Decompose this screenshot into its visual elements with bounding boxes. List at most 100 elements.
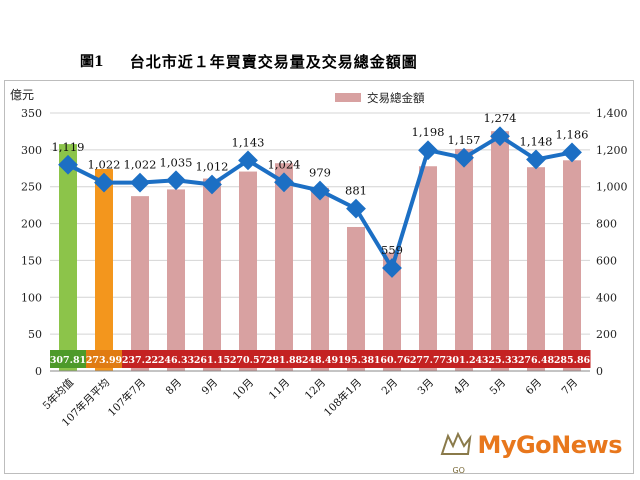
line-marker (418, 140, 438, 161)
logo-tag: GO (452, 466, 465, 475)
y-axis-label: 億元 (10, 88, 34, 102)
bar-value-label: 281.88 (266, 355, 303, 366)
bar (311, 187, 329, 371)
value-band-cell (86, 350, 123, 368)
value-band-cell (302, 350, 339, 368)
bar (383, 252, 401, 371)
figure-title-row: 圖1 台北市近１年買賣交易量及交易總金額圖 (80, 50, 418, 72)
line-marker (454, 147, 474, 168)
line-marker (238, 150, 258, 171)
bar-value-label: 285.86 (554, 355, 591, 366)
y-tick-label: 350 (21, 107, 42, 120)
line-value-label: 1,198 (412, 125, 445, 139)
y-tick-label: 0 (35, 365, 42, 378)
y2-tick-label: 1,400 (596, 107, 628, 120)
bar-value-label: 248.49 (302, 355, 339, 366)
y-tick-label: 250 (21, 181, 42, 194)
y2-tick-label: 0 (596, 365, 603, 378)
bar-value-label: 160.76 (374, 355, 411, 366)
bar (419, 166, 437, 371)
value-band-cell (518, 350, 555, 368)
y-tick-label: 50 (28, 328, 42, 341)
y-tick-label: 100 (21, 291, 42, 304)
y-tick-label: 300 (21, 144, 42, 157)
x-tick-label: 5月 (487, 377, 508, 398)
bar (563, 160, 581, 371)
line-value-label: 1,274 (484, 111, 517, 125)
bar-value-label: 307.81 (50, 355, 86, 366)
bar-value-label: 246.33 (158, 355, 194, 366)
bar-value-label: 195.38 (338, 355, 375, 366)
value-band-cell (266, 350, 303, 368)
line-value-label: 1,022 (124, 158, 157, 172)
line-marker (94, 172, 114, 193)
value-band-cell (158, 350, 195, 368)
logo-wordmark: MyGoNews (477, 431, 622, 459)
bar-value-label: 261.15 (194, 355, 230, 366)
bar-value-label: 270.57 (230, 355, 266, 366)
line-marker (310, 180, 330, 201)
bar (131, 196, 149, 371)
bar-value-label: 237.22 (122, 355, 158, 366)
value-band-cell (338, 350, 375, 368)
bar (455, 148, 473, 371)
y2-tick-label: 800 (596, 218, 617, 231)
line-marker (166, 170, 186, 191)
line-value-label: 1,148 (520, 134, 553, 148)
x-tick-label: 5年均值 (40, 376, 77, 413)
brand-logo: GO MyGoNews (439, 428, 622, 475)
y-tick-label: 150 (21, 254, 42, 267)
bar-value-label: 325.33 (482, 355, 518, 366)
value-band-cell (122, 350, 159, 368)
x-tick-label: 7月 (559, 377, 580, 398)
x-tick-label: 8月 (163, 377, 184, 398)
line-marker (562, 142, 582, 163)
value-band-cell (374, 350, 411, 368)
value-band-cell (446, 350, 483, 368)
x-tick-label: 11月 (267, 377, 292, 402)
value-band-cell (410, 350, 447, 368)
x-tick-label: 107年7月 (105, 376, 148, 419)
line-value-label: 1,157 (448, 133, 481, 147)
line-marker (490, 126, 510, 147)
bar (275, 163, 293, 371)
line-marker (274, 172, 294, 193)
y2-tick-label: 600 (596, 254, 617, 267)
line-value-label: 979 (309, 166, 331, 180)
x-tick-label: 12月 (303, 377, 328, 402)
x-tick-label: 9月 (199, 377, 220, 398)
x-tick-label: 6月 (523, 377, 544, 398)
value-band-cell (482, 350, 519, 368)
bar (167, 189, 185, 371)
x-tick-label: 10月 (231, 377, 256, 402)
x-tick-label: 4月 (451, 377, 472, 398)
bar-value-label: 273.99 (86, 355, 123, 366)
figure-number: 圖1 (80, 54, 104, 70)
logo-mark-icon (441, 431, 472, 455)
line-value-label: 1,024 (268, 157, 301, 171)
bar-value-label: 277.77 (410, 355, 446, 366)
value-band-cell (50, 350, 87, 368)
line-value-label: 559 (381, 243, 403, 257)
bar (59, 144, 77, 371)
y2-tick-label: 200 (596, 328, 617, 341)
line-value-label: 1,022 (88, 158, 121, 172)
bar (239, 171, 257, 371)
x-tick-label: 2月 (379, 377, 400, 398)
bar (203, 178, 221, 371)
bar-value-label: 301.24 (446, 355, 483, 366)
bar (527, 167, 545, 371)
line-marker (130, 172, 150, 193)
bar-value-label: 276.48 (518, 355, 555, 366)
line-value-label: 1,012 (196, 160, 229, 174)
value-band-cell (194, 350, 231, 368)
legend-label: 交易總金額 (367, 91, 425, 105)
bar (347, 226, 365, 371)
line-value-label: 1,143 (232, 135, 265, 149)
legend-swatch (335, 93, 361, 102)
line-value-label: 1,186 (556, 127, 589, 141)
line-value-label: 1,035 (160, 155, 193, 169)
y2-tick-label: 400 (596, 291, 617, 304)
